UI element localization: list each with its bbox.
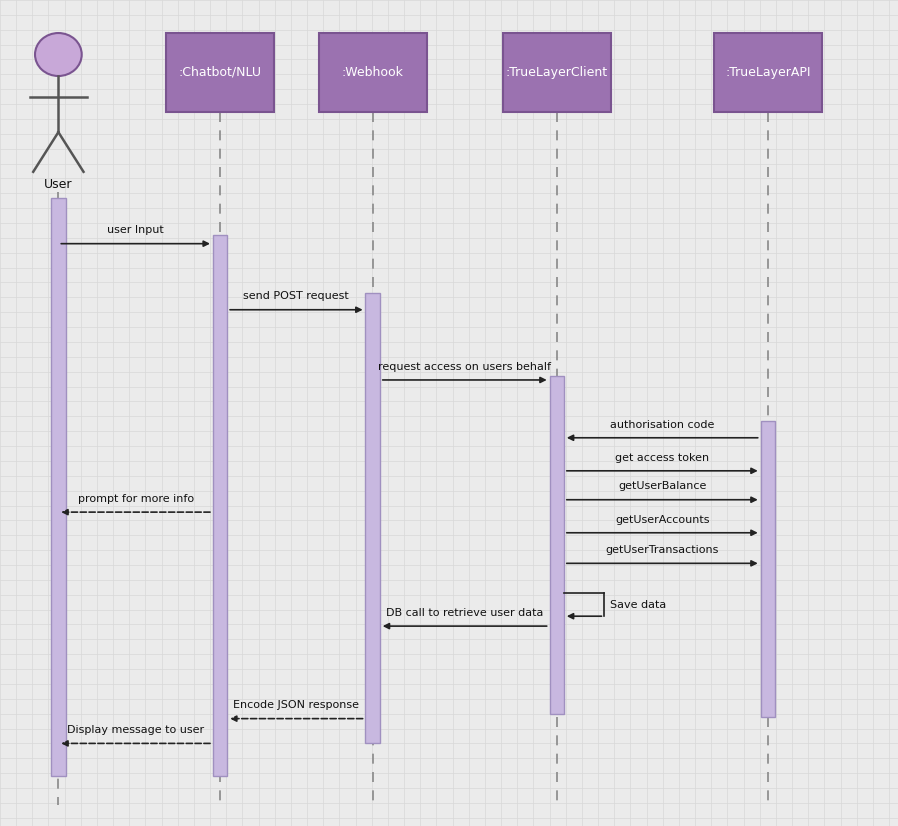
Text: Display message to user: Display message to user [67,725,204,735]
Text: getUserBalance: getUserBalance [618,482,707,491]
Bar [319,33,427,112]
Circle shape [35,33,82,76]
Text: send POST request: send POST request [243,292,349,301]
Text: Save data: Save data [610,600,666,610]
Text: Encode JSON response: Encode JSON response [233,700,359,710]
Text: user Input: user Input [107,225,164,235]
Text: :TrueLayerAPI: :TrueLayerAPI [725,66,811,78]
Bar [761,421,775,717]
Bar [365,293,380,743]
Text: :Webhook: :Webhook [342,66,403,78]
Text: :TrueLayerClient: :TrueLayerClient [506,66,608,78]
Bar [213,235,227,776]
Text: request access on users behalf: request access on users behalf [378,362,551,372]
Bar [503,33,611,112]
Text: authorisation code: authorisation code [610,420,715,430]
Text: User: User [44,178,73,191]
Text: :Chatbot/NLU: :Chatbot/NLU [179,66,261,78]
Text: get access token: get access token [615,453,709,463]
Bar [166,33,274,112]
Text: getUserTransactions: getUserTransactions [605,545,719,555]
Bar [550,376,564,714]
Text: prompt for more info: prompt for more info [77,494,194,504]
Text: getUserAccounts: getUserAccounts [615,515,709,525]
Bar [51,198,66,776]
Bar [714,33,822,112]
Text: DB call to retrieve user data: DB call to retrieve user data [386,608,543,618]
